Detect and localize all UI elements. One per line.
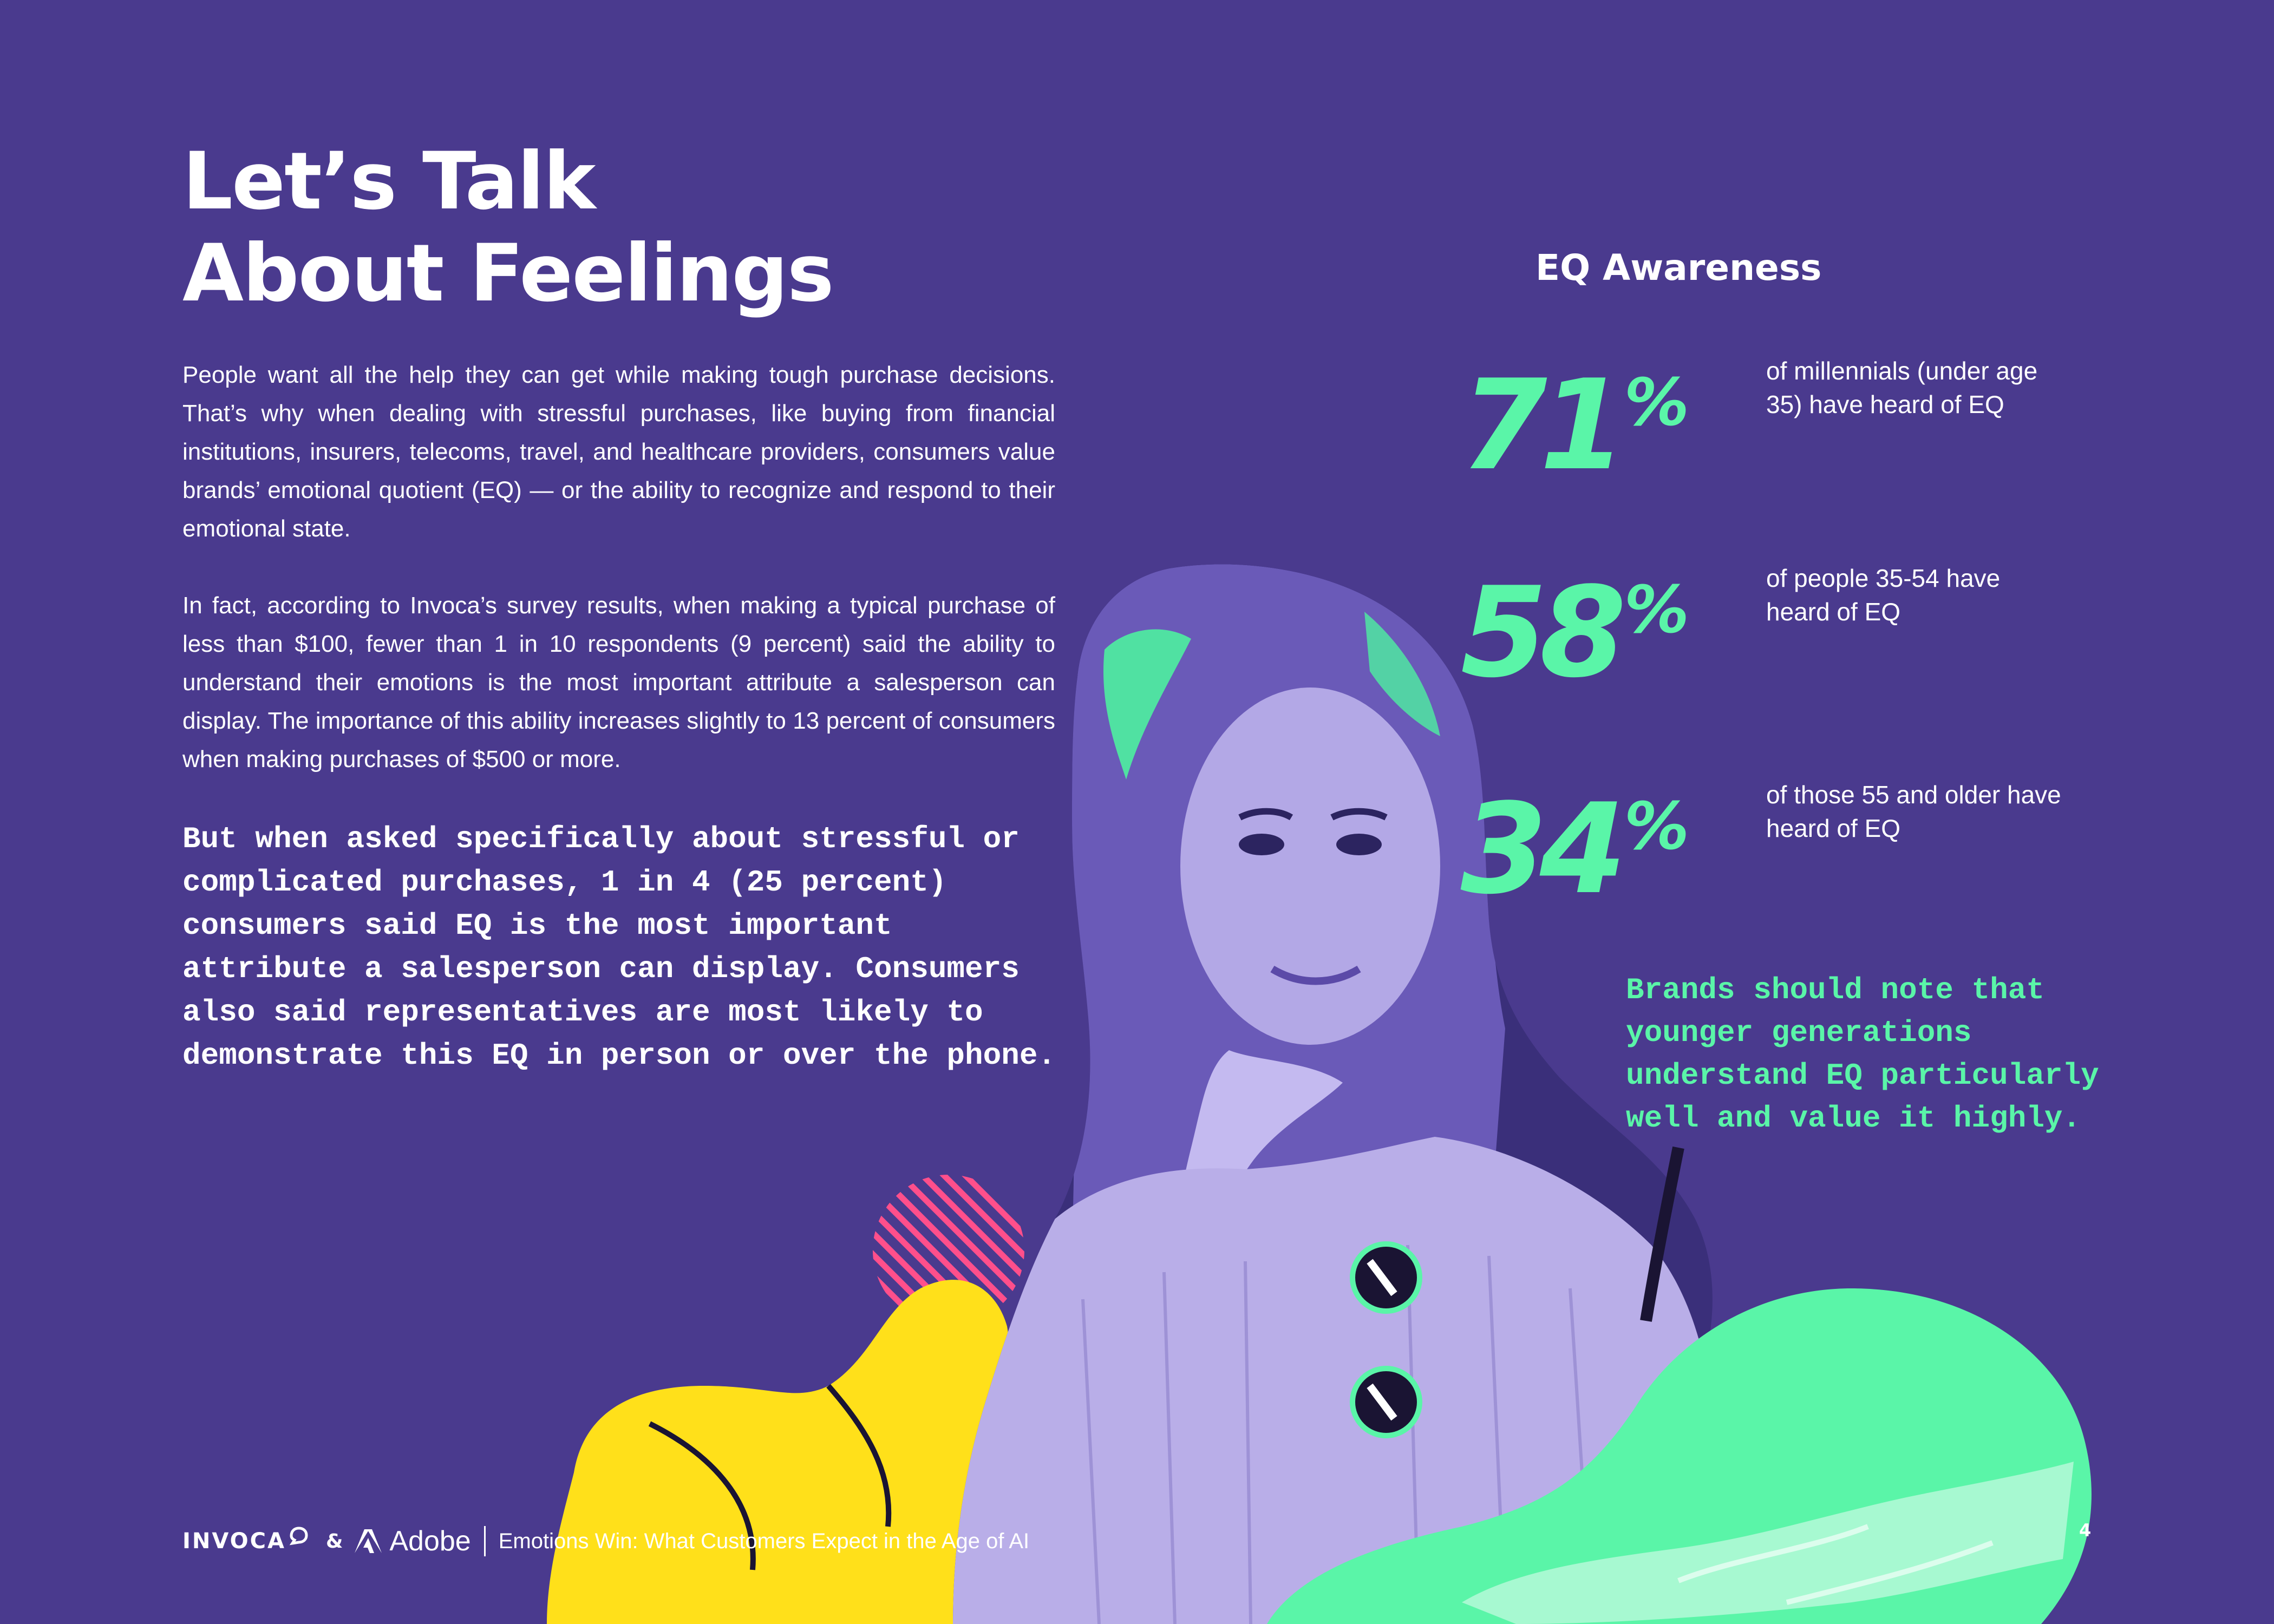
stat-percent-sign: % <box>1624 573 1689 648</box>
stat-label: of people 35-54 have heard of EQ <box>1766 564 2001 626</box>
speech-bubble-icon <box>289 1527 308 1546</box>
page-title: Let’s Talk About Feelings <box>182 135 834 319</box>
stat-label: of those 55 and older have heard of EQ <box>1766 781 2061 842</box>
stat-value: 34% <box>1461 765 1689 912</box>
page-title-line-1: Let’s Talk <box>182 135 596 227</box>
footer-divider <box>483 1526 486 1556</box>
stat-label: of millennials (under age 35) have heard… <box>1766 357 2038 418</box>
footer-document-title: Emotions Win: What Customers Expect in t… <box>498 1529 1030 1553</box>
stat-55-older: 34% of those 55 and older have heard of … <box>1461 765 2231 912</box>
stat-value: 71% <box>1461 341 1689 488</box>
stat-number: 34 <box>1460 777 1626 922</box>
highlight-quote: But when asked specifically about stress… <box>182 822 1056 1073</box>
stat-number: 58 <box>1460 561 1626 705</box>
stat-value: 58% <box>1461 548 1689 696</box>
body-paragraph-2: In fact, according to Invoca’s survey re… <box>182 592 1055 772</box>
ampersand: & <box>325 1530 343 1553</box>
invoca-logo-text: INVOCA <box>182 1529 286 1554</box>
invoca-logo: INVOCA <box>182 1527 310 1554</box>
adobe-icon <box>355 1529 382 1553</box>
stat-number: 71 <box>1460 353 1626 498</box>
footer: INVOCA & Adobe Emotions Win: What Custom… <box>182 1522 1029 1560</box>
stat-percent-sign: % <box>1624 789 1689 865</box>
side-quote: Brands should note that younger generati… <box>1626 973 2118 1136</box>
eq-awareness-heading: EQ Awareness <box>1535 247 1822 289</box>
page-title-line-2: About Feelings <box>182 227 834 319</box>
stat-35-54: 58% of people 35-54 have heard of EQ <box>1461 548 2231 696</box>
adobe-logo-text: Adobe <box>389 1525 471 1557</box>
body-paragraph-1: People want all the help they can get wh… <box>182 362 1055 542</box>
yellow-blob-shape <box>547 1280 1009 1624</box>
adobe-logo: Adobe <box>355 1525 471 1557</box>
page-number: 4 <box>2079 1520 2092 1541</box>
stat-millennials: 71% of millennials (under age 35) have h… <box>1461 341 2231 488</box>
stat-percent-sign: % <box>1624 365 1689 441</box>
striped-circle-shape <box>873 1175 1024 1326</box>
